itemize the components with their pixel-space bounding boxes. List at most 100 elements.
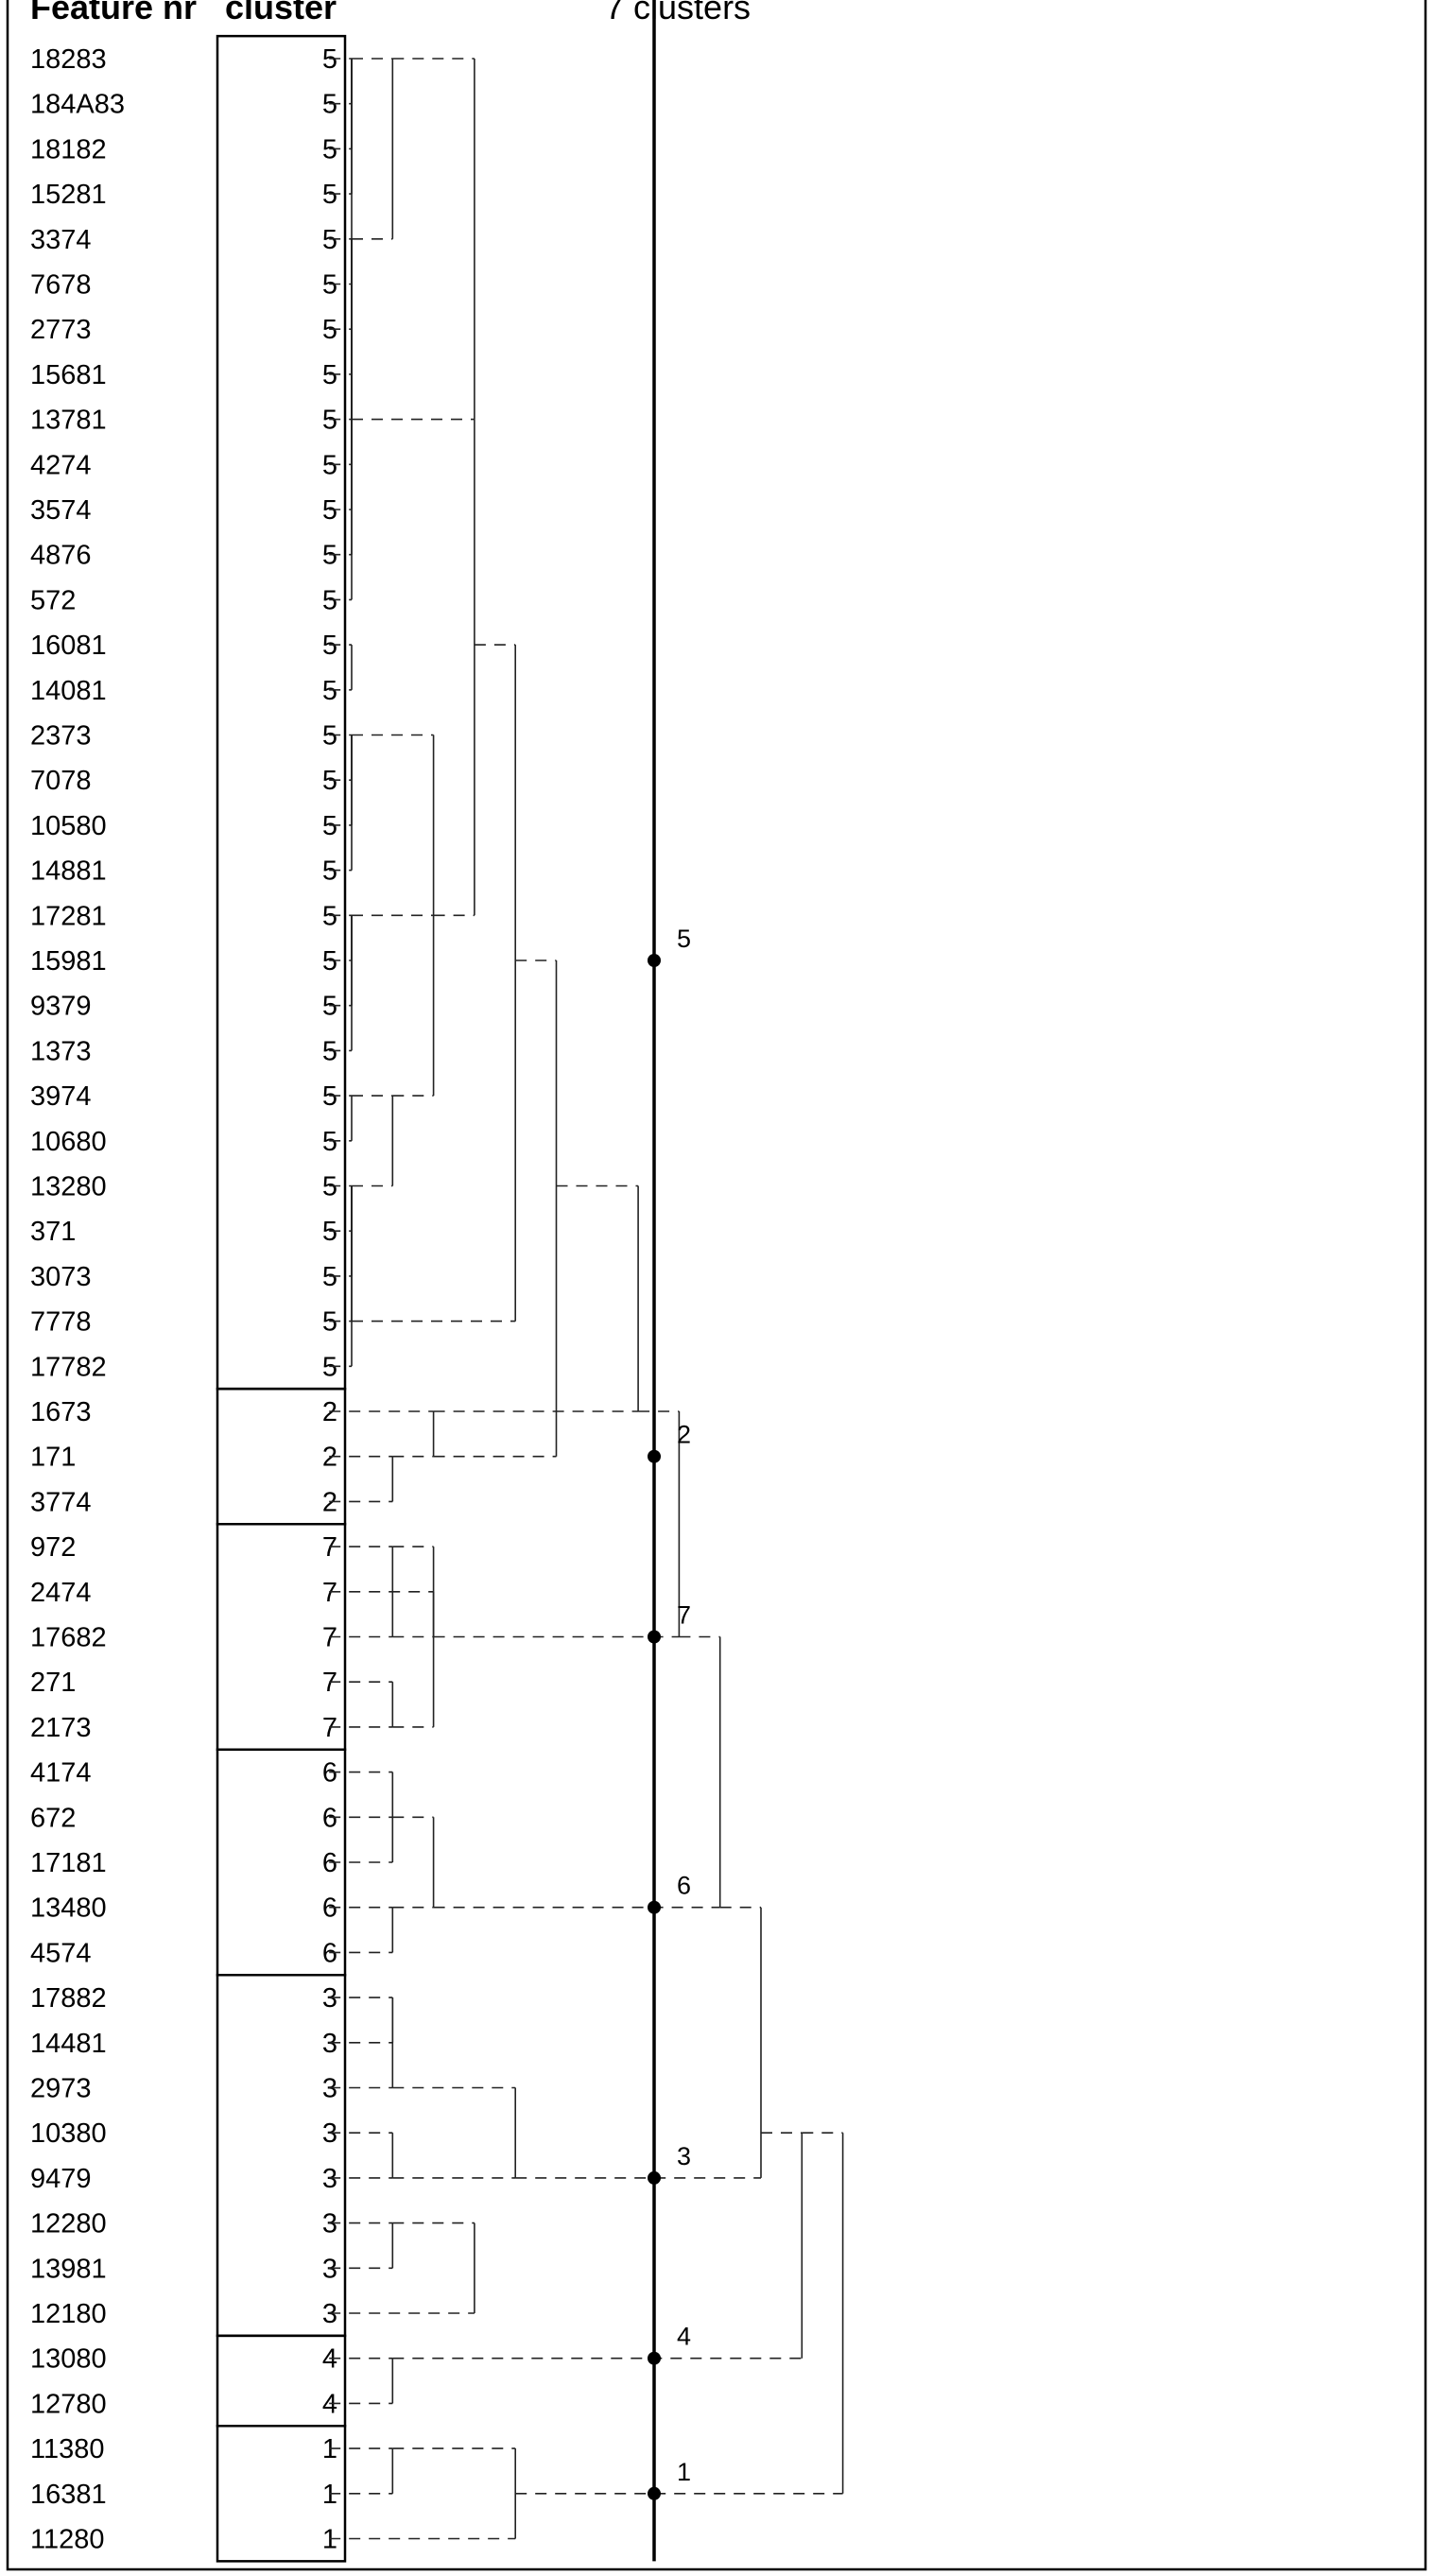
feature-id: 2973 bbox=[30, 2074, 92, 2104]
feature-id: 4876 bbox=[30, 541, 92, 571]
cluster-number: 7 bbox=[322, 1578, 337, 1608]
feature-id: 13981 bbox=[30, 2254, 107, 2284]
feature-id: 17181 bbox=[30, 1848, 107, 1878]
feature-id: 16081 bbox=[30, 631, 107, 661]
feature-id: 12180 bbox=[30, 2299, 107, 2329]
cluster-number: 5 bbox=[322, 450, 337, 480]
cluster-number: 3 bbox=[322, 2299, 337, 2329]
cluster-number: 6 bbox=[322, 1758, 337, 1789]
cluster-number: 7 bbox=[322, 1623, 337, 1653]
cluster-number: 5 bbox=[322, 856, 337, 887]
feature-id: 12780 bbox=[30, 2389, 107, 2419]
dendrogram-tree bbox=[329, 58, 844, 2540]
feature-id: 16381 bbox=[30, 2480, 107, 2510]
feature-id: 12280 bbox=[30, 2209, 107, 2239]
cluster-number: 3 bbox=[322, 2209, 337, 2239]
cluster-number: 6 bbox=[322, 1938, 337, 1968]
feature-id: 10380 bbox=[30, 2118, 107, 2149]
feature-id: 2773 bbox=[30, 315, 92, 345]
feature-id: 4574 bbox=[30, 1938, 92, 1968]
cluster-number: 3 bbox=[322, 1983, 337, 2014]
cluster-number: 5 bbox=[322, 1081, 337, 1112]
feature-id: 572 bbox=[30, 585, 76, 615]
feature-id: 1373 bbox=[30, 1036, 92, 1066]
cluster-marker-label: 6 bbox=[677, 1872, 691, 1900]
cluster-number: 1 bbox=[322, 2480, 337, 2510]
feature-id: 2373 bbox=[30, 721, 92, 752]
cluster-number: 5 bbox=[322, 1172, 337, 1202]
feature-id: 271 bbox=[30, 1668, 76, 1698]
cut-point bbox=[648, 2170, 661, 2185]
feature-id: 17682 bbox=[30, 1623, 107, 1653]
cluster-number: 5 bbox=[322, 1036, 337, 1066]
feature-id: 9379 bbox=[30, 992, 92, 1022]
feature-id: 10680 bbox=[30, 1127, 107, 1157]
feature-id: 15681 bbox=[30, 360, 107, 390]
cluster-number: 5 bbox=[322, 44, 337, 75]
cluster-number: 5 bbox=[322, 270, 337, 301]
feature-id: 3574 bbox=[30, 495, 92, 526]
feature-id: 14081 bbox=[30, 676, 107, 706]
cluster-marker-label: 2 bbox=[677, 1421, 691, 1449]
cut-point bbox=[648, 2351, 661, 2365]
cluster-number: 6 bbox=[322, 1803, 337, 1833]
cut-point bbox=[648, 1449, 661, 1463]
feature-id: 4274 bbox=[30, 450, 92, 480]
feature-id: 10580 bbox=[30, 811, 107, 841]
cluster-number: 5 bbox=[322, 1307, 337, 1338]
cluster-number: 7 bbox=[322, 1668, 337, 1698]
cluster-marker-label: 1 bbox=[677, 2458, 691, 2486]
cluster-number: 5 bbox=[322, 315, 337, 345]
feature-id: 4174 bbox=[30, 1758, 92, 1789]
cluster-number: 5 bbox=[322, 901, 337, 931]
cluster-number: 5 bbox=[322, 766, 337, 796]
feature-id: 15281 bbox=[30, 180, 107, 210]
feature-id: 1673 bbox=[30, 1397, 92, 1427]
feature-id: 18182 bbox=[30, 134, 107, 164]
cluster-marker-label: 4 bbox=[677, 2323, 691, 2351]
feature-id: 14881 bbox=[30, 856, 107, 887]
cluster-number: 3 bbox=[322, 2029, 337, 2059]
cluster-number: 5 bbox=[322, 1217, 337, 1247]
cut-point bbox=[648, 1900, 661, 1914]
cluster-number: 1 bbox=[322, 2525, 337, 2555]
feature-id: 7078 bbox=[30, 766, 92, 796]
feature-id: 3774 bbox=[30, 1487, 92, 1517]
cluster-box bbox=[216, 2425, 347, 2563]
feature-id: 2173 bbox=[30, 1713, 92, 1743]
feature-id: 3073 bbox=[30, 1262, 92, 1292]
feature-id: 7678 bbox=[30, 270, 92, 301]
cluster-number: 5 bbox=[322, 1352, 337, 1382]
cluster-marker-label: 7 bbox=[677, 1601, 691, 1630]
cluster-number: 5 bbox=[322, 946, 337, 977]
feature-id: 15981 bbox=[30, 946, 107, 977]
cluster-number: 5 bbox=[322, 721, 337, 752]
cluster-number: 5 bbox=[322, 1262, 337, 1292]
cluster-number: 5 bbox=[322, 541, 337, 571]
cluster-number: 5 bbox=[322, 585, 337, 615]
cluster-number: 2 bbox=[322, 1487, 337, 1517]
feature-id: 2474 bbox=[30, 1578, 92, 1608]
feature-id: 17782 bbox=[30, 1352, 107, 1382]
cluster-number: 5 bbox=[322, 1127, 337, 1157]
cluster-marker-label: 3 bbox=[677, 2142, 691, 2170]
cluster-number: 3 bbox=[322, 2164, 337, 2194]
cluster-number: 2 bbox=[322, 1397, 337, 1427]
cluster-number: 5 bbox=[322, 676, 337, 706]
cut-point bbox=[648, 2486, 661, 2500]
cluster-number: 5 bbox=[322, 225, 337, 255]
cut-point bbox=[648, 954, 661, 967]
feature-id: 11280 bbox=[30, 2525, 105, 2555]
feature-id: 972 bbox=[30, 1532, 76, 1563]
feature-id: 13080 bbox=[30, 2344, 107, 2375]
cluster-number: 5 bbox=[322, 360, 337, 390]
cluster-number: 5 bbox=[322, 90, 337, 120]
feature-id: 13280 bbox=[30, 1172, 107, 1202]
cluster-number: 1 bbox=[322, 2434, 337, 2464]
cluster-number: 7 bbox=[322, 1713, 337, 1743]
cluster-number: 6 bbox=[322, 1893, 337, 1924]
cluster-marker-label: 5 bbox=[677, 925, 691, 953]
